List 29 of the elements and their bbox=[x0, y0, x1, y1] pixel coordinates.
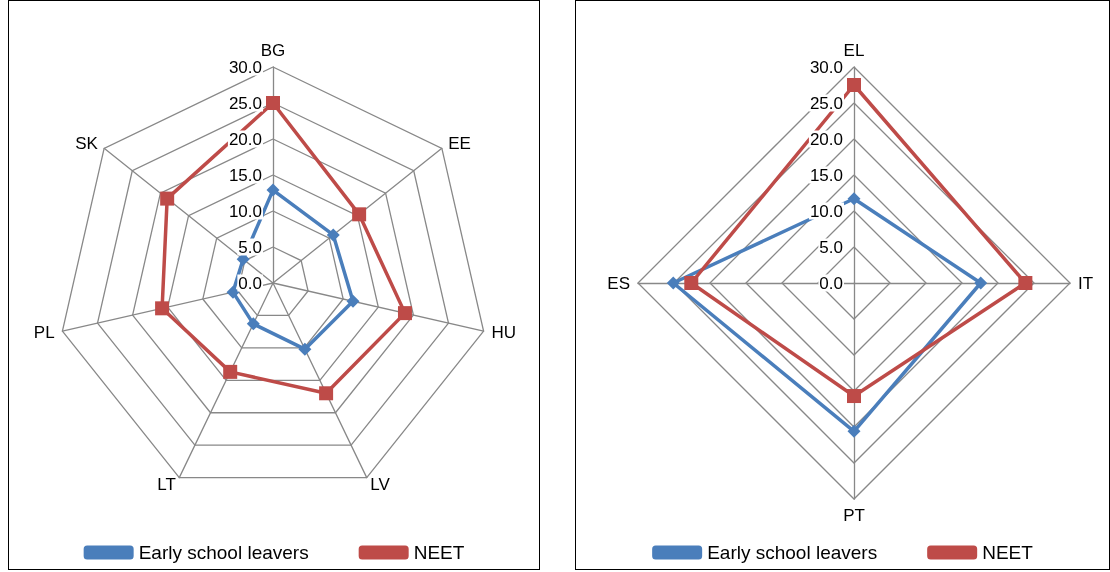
y-tick-label: 0.0 bbox=[238, 273, 262, 293]
spoke-label: LT bbox=[157, 475, 176, 495]
legend-label: NEET bbox=[982, 542, 1034, 563]
spoke-label: HU bbox=[491, 323, 516, 343]
y-tick-label: 20.0 bbox=[809, 129, 843, 149]
y-tick-label: 30.0 bbox=[228, 57, 262, 77]
legend-label: NEET bbox=[413, 542, 465, 563]
spoke-label: EE bbox=[448, 133, 471, 153]
y-tick-label: 15.0 bbox=[228, 165, 262, 185]
y-tick-label: 25.0 bbox=[809, 93, 843, 113]
spoke-label: PT bbox=[843, 506, 865, 525]
spoke-label: SK bbox=[75, 133, 99, 153]
y-tick-label: 15.0 bbox=[809, 165, 843, 185]
spoke-label: BG bbox=[260, 41, 286, 60]
legend-label: Early school leavers bbox=[707, 542, 878, 563]
y-tick-label: 5.0 bbox=[819, 237, 843, 257]
spoke-label: EL bbox=[843, 41, 865, 60]
y-tick-label: 10.0 bbox=[228, 201, 262, 221]
y-tick-label: 25.0 bbox=[228, 93, 262, 113]
y-tick-label: 20.0 bbox=[228, 129, 262, 149]
spoke-label: PL bbox=[33, 323, 55, 343]
legend-label: Early school leavers bbox=[138, 542, 309, 563]
y-tick-label: 10.0 bbox=[809, 201, 843, 221]
y-tick-label: 30.0 bbox=[809, 57, 843, 77]
spoke-label: IT bbox=[1078, 273, 1094, 293]
y-tick-label: 0.0 bbox=[819, 273, 843, 293]
spoke-label: LV bbox=[370, 475, 391, 495]
y-tick-label: 5.0 bbox=[238, 237, 262, 257]
spoke-label: ES bbox=[607, 273, 630, 293]
